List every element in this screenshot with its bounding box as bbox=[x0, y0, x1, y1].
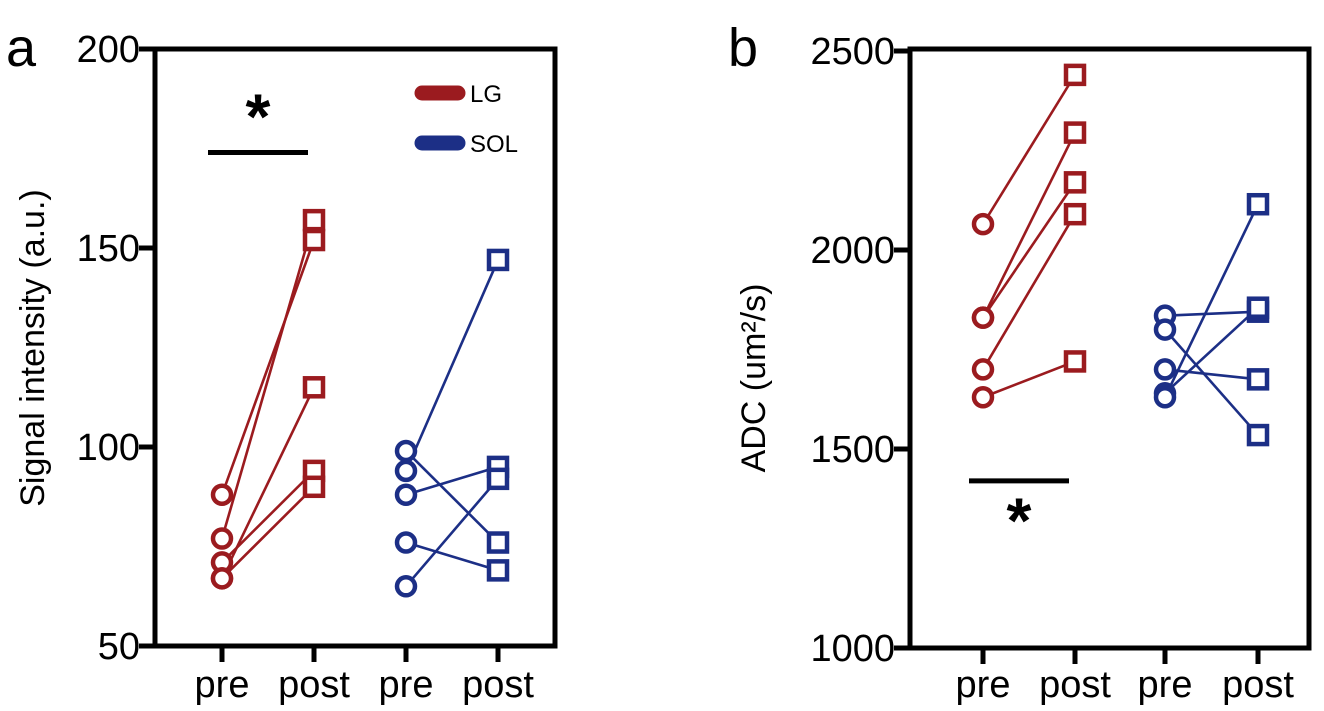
pair-line-sol bbox=[1164, 368, 1259, 381]
pre-marker-sol bbox=[394, 575, 418, 598]
pre-marker-sol bbox=[1153, 318, 1177, 341]
pair-line-sol bbox=[1164, 310, 1259, 317]
post-marker-lg bbox=[302, 228, 326, 252]
x-tick-label: pre bbox=[195, 664, 250, 706]
post-marker-lg bbox=[302, 475, 326, 499]
y-tick-label: 50 bbox=[98, 626, 140, 668]
post-marker-sol bbox=[486, 248, 510, 272]
pair-line-lg bbox=[220, 386, 316, 579]
pre-marker-lg bbox=[971, 306, 995, 329]
post-marker-sol bbox=[486, 559, 510, 582]
pair-line-sol bbox=[405, 477, 499, 588]
pair-line-lg bbox=[220, 219, 316, 539]
pre-marker-lg bbox=[971, 386, 995, 409]
y-tick-label: 100 bbox=[77, 427, 140, 469]
panel-a-significance: * bbox=[208, 81, 308, 155]
post-marker-sol bbox=[1246, 192, 1270, 216]
pair-line-sol bbox=[405, 450, 499, 544]
panel-a-ylabel: Signal intensity (a.u.) bbox=[14, 189, 52, 507]
pair-line-lg bbox=[981, 74, 1077, 225]
panel-b-lines bbox=[981, 74, 1260, 436]
panel-b-ticks: 1000 1500 2000 2500 bbox=[810, 31, 910, 670]
pre-marker-sol bbox=[394, 531, 418, 554]
y-tick-label: 150 bbox=[77, 228, 140, 270]
pre-marker-lg bbox=[210, 567, 234, 590]
panel-b-ylabel: ADC (um²/s) bbox=[735, 284, 773, 473]
post-marker-lg bbox=[302, 208, 326, 232]
pair-line-sol bbox=[1163, 203, 1260, 398]
pre-marker-sol bbox=[1153, 386, 1177, 409]
significance-star: * bbox=[246, 81, 271, 153]
legend-label-lg: LG bbox=[470, 81, 502, 108]
pair-line-sol bbox=[405, 541, 499, 572]
post-marker-lg bbox=[1063, 350, 1087, 373]
pair-line-lg bbox=[220, 239, 316, 496]
pair-line-sol bbox=[405, 465, 499, 497]
pair-line-lg bbox=[981, 213, 1077, 371]
x-tick-label: post bbox=[462, 664, 534, 706]
pre-marker-sol bbox=[394, 439, 418, 463]
post-marker-lg bbox=[1063, 121, 1087, 144]
x-tick-label: pre bbox=[1138, 664, 1193, 706]
post-marker-sol bbox=[486, 467, 510, 491]
pair-line-lg bbox=[982, 360, 1076, 399]
pair-line-sol bbox=[404, 259, 500, 472]
panel-a-letter: a bbox=[6, 18, 37, 78]
significance-star: * bbox=[1007, 485, 1032, 557]
y-tick-label: 1500 bbox=[810, 429, 895, 471]
panel-b-letter: b bbox=[728, 18, 758, 78]
y-tick-label: 200 bbox=[77, 29, 140, 71]
post-marker-sol bbox=[1246, 368, 1270, 391]
panel-b-frame bbox=[907, 46, 1312, 651]
pair-line-sol bbox=[1164, 306, 1259, 395]
x-tick-label: post bbox=[1222, 664, 1294, 706]
pre-marker-lg bbox=[210, 527, 234, 550]
panel-b-xlabels: pre post pre post bbox=[956, 648, 1294, 706]
panel-a: a Signal intensity (a.u.) 50 100 150 200 pr… bbox=[6, 18, 558, 706]
x-tick-label: post bbox=[278, 664, 350, 706]
panel-b-markers bbox=[971, 63, 1270, 447]
post-marker-lg bbox=[302, 376, 326, 399]
pre-marker-lg bbox=[210, 483, 234, 507]
panel-a-lines bbox=[220, 219, 500, 588]
y-tick-label: 2500 bbox=[810, 31, 895, 73]
panel-b-significance: * bbox=[969, 478, 1069, 557]
pair-line-lg bbox=[981, 181, 1077, 319]
x-tick-label: pre bbox=[379, 664, 434, 706]
pair-line-lg bbox=[981, 132, 1077, 319]
panel-a-markers bbox=[210, 208, 510, 598]
panel-a-frame bbox=[152, 46, 558, 649]
post-marker-lg bbox=[1063, 63, 1087, 87]
pre-marker-lg bbox=[971, 212, 995, 236]
post-marker-sol bbox=[486, 531, 510, 554]
x-tick-label: pre bbox=[956, 664, 1011, 706]
y-tick-label: 1000 bbox=[810, 628, 895, 670]
pre-marker-sol bbox=[394, 483, 418, 507]
post-marker-lg bbox=[1063, 202, 1087, 226]
pair-line-lg bbox=[221, 485, 315, 580]
post-marker-sol bbox=[1246, 423, 1270, 447]
panel-a-legend: LG SOL bbox=[414, 81, 518, 158]
post-marker-lg bbox=[1063, 171, 1087, 194]
x-tick-label: post bbox=[1039, 664, 1111, 706]
pre-marker-sol bbox=[1153, 358, 1177, 381]
pre-marker-lg bbox=[971, 358, 995, 381]
post-marker-sol bbox=[1246, 296, 1270, 319]
legend-label-sol: SOL bbox=[470, 131, 518, 158]
panel-a-xlabels: pre post pre post bbox=[195, 646, 534, 706]
y-tick-label: 2000 bbox=[810, 230, 895, 272]
pre-marker-sol bbox=[394, 459, 418, 483]
panel-a-ticks: 50 100 150 200 bbox=[77, 29, 155, 668]
pair-line-sol bbox=[1164, 328, 1259, 436]
